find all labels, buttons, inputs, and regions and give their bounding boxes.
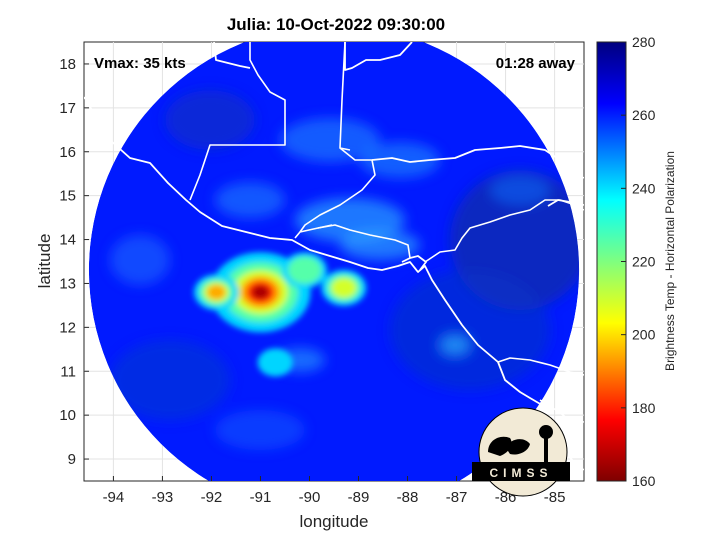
logo-text: CIMSS: [489, 466, 552, 480]
colorbar-tick-label: 200: [632, 327, 656, 343]
caribbean-coastline: [213, 42, 413, 71]
x-tick-label: -87: [446, 489, 468, 506]
colorbar-tick-label: 260: [632, 107, 656, 123]
mexico-guatemala-border: [189, 42, 286, 201]
logo-dish-icon: [488, 436, 512, 456]
x-tick-label: -93: [152, 489, 174, 506]
y-axis-label: latitude: [35, 234, 54, 289]
logo-tank-icon: [539, 425, 553, 439]
convection-cell-rainband-south: [257, 348, 293, 377]
logo-band: [472, 462, 570, 481]
y-tick-label: 16: [59, 144, 76, 161]
honduras-nicaragua-border: [424, 199, 584, 263]
x-tick-label: -91: [250, 489, 272, 506]
guatemala-honduras-border: [299, 147, 376, 233]
colorbar-tick-label: 220: [632, 254, 656, 270]
x-tick-label: -88: [397, 489, 419, 506]
x-axis: -94 -93 -92 -91 -90 -89 -88 -87 -86 -85: [103, 476, 566, 506]
x-axis-label: longitude: [299, 512, 368, 531]
chart-title: Julia: 10-Oct-2022 09:30:00: [227, 15, 445, 34]
pacific-coastline: [84, 96, 584, 471]
colorbar-tick-label: 240: [632, 180, 656, 196]
time-away-annotation: 01:28 away: [496, 55, 576, 72]
swath: [88, 42, 580, 481]
convection-cell-convection-east: [331, 277, 357, 298]
costarica-panama-coast: [539, 399, 584, 423]
colorbar-tick-label: 160: [632, 473, 656, 489]
honduras-coast: [371, 145, 584, 179]
y-tick-label: 12: [59, 319, 76, 336]
swath-layer: [88, 42, 580, 481]
coastlines: [84, 42, 584, 471]
y-tick-label: 14: [59, 232, 76, 249]
y-tick-label: 11: [60, 363, 76, 380]
colorbar: 160 180 200 220 240 260 280 Brightness Temp - …: [596, 34, 677, 489]
y-tick-label: 10: [59, 407, 76, 424]
cimss-logo: CIMSS: [472, 407, 570, 497]
colorbar-tick-label: 280: [632, 34, 656, 50]
x-tick-label: -90: [299, 489, 321, 506]
x-tick-label: -92: [201, 489, 223, 506]
y-tick-label: 18: [59, 56, 76, 73]
x-tick-label: -89: [348, 489, 370, 506]
convection-cell-deep-convection-core: [251, 285, 269, 300]
y-tick-label: 15: [59, 188, 76, 205]
colorbar-ticks: 160 180 200 220 240 260 280: [621, 34, 656, 489]
logo-dish-icon: [506, 439, 530, 455]
convection-layer: [193, 252, 367, 377]
colorbar-tick-label: 180: [632, 400, 656, 416]
colorbar-label: Brightness Temp - Horizontal Polarizatio…: [663, 151, 677, 371]
swath-texture: [110, 90, 580, 450]
vmax-annotation: Vmax: 35 kts: [94, 55, 186, 72]
convection-cell-convection-west: [207, 285, 226, 300]
y-axis: 9 10 11 12 13 14 15 16 17 18: [59, 56, 89, 468]
y-tick-label: 13: [59, 275, 76, 292]
x-tick-label: -94: [103, 489, 125, 506]
guatemala-belize-border: [339, 42, 351, 151]
convection-cell-convection-north: [287, 256, 322, 284]
logo-tower-icon: [544, 436, 548, 464]
y-tick-label: 17: [59, 100, 76, 117]
x-tick-label: -85: [544, 489, 566, 506]
y-tick-label: 9: [68, 451, 76, 468]
nicaragua-costarica-border: [497, 357, 584, 376]
elsalvador-honduras-border: [317, 224, 411, 259]
borders: [189, 42, 584, 423]
gulf-of-fonseca: [401, 255, 427, 271]
